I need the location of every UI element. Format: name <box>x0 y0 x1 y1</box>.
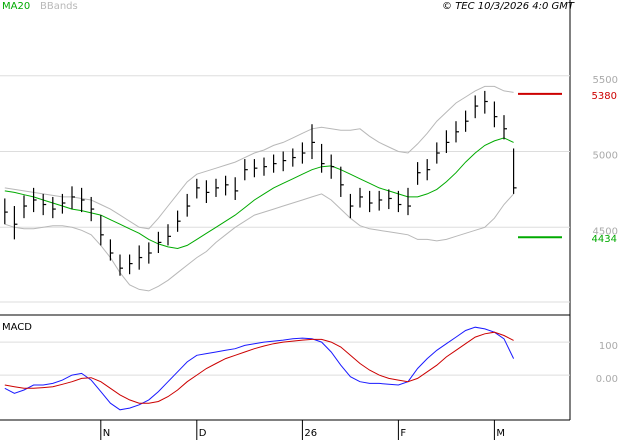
y-tick-label: 0.00 <box>596 374 618 385</box>
y-tick-label: 4500 <box>593 226 618 237</box>
x-tick-label: F <box>400 428 406 439</box>
y-tick-label: 100 <box>599 341 618 352</box>
x-tick-label: 26 <box>304 428 317 439</box>
band-upper <box>4 85 514 230</box>
legend-entry: BBands <box>40 1 78 12</box>
x-tick-label: M <box>496 428 505 439</box>
macd-line <box>4 331 514 404</box>
ma-line <box>4 137 514 250</box>
level-label: 5380 <box>592 91 617 102</box>
x-tick-label: D <box>199 428 207 439</box>
macd-line <box>4 326 515 411</box>
x-tick-label: N <box>103 428 110 439</box>
y-tick-label: 5500 <box>593 75 618 86</box>
y-tick-label: 5000 <box>593 151 618 162</box>
credit: © TEC 10/3/2026 4:0 GMT <box>442 1 575 12</box>
panel-title: MACD <box>2 322 32 333</box>
legend-entry: MA20 <box>2 1 30 12</box>
level-label: 4434 <box>592 234 617 245</box>
band-lower <box>4 193 514 292</box>
